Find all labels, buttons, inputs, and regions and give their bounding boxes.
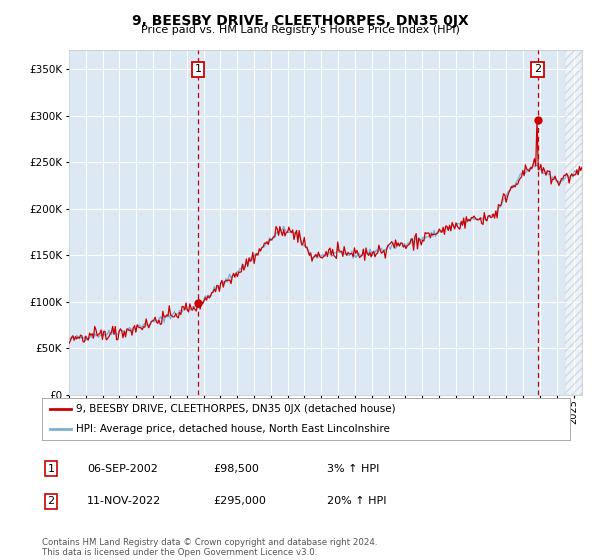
Text: 11-NOV-2022: 11-NOV-2022 [87,496,161,506]
Text: 9, BEESBY DRIVE, CLEETHORPES, DN35 0JX (detached house): 9, BEESBY DRIVE, CLEETHORPES, DN35 0JX (… [76,404,396,414]
Text: 20% ↑ HPI: 20% ↑ HPI [327,496,386,506]
Text: 3% ↑ HPI: 3% ↑ HPI [327,464,379,474]
Text: 1: 1 [194,64,202,74]
Text: 06-SEP-2002: 06-SEP-2002 [87,464,158,474]
Text: 2: 2 [534,64,541,74]
Text: Price paid vs. HM Land Registry's House Price Index (HPI): Price paid vs. HM Land Registry's House … [140,25,460,35]
Text: £98,500: £98,500 [213,464,259,474]
Text: HPI: Average price, detached house, North East Lincolnshire: HPI: Average price, detached house, Nort… [76,424,390,434]
Text: 2: 2 [47,496,55,506]
Text: 1: 1 [47,464,55,474]
Text: 9, BEESBY DRIVE, CLEETHORPES, DN35 0JX: 9, BEESBY DRIVE, CLEETHORPES, DN35 0JX [131,14,469,28]
Text: £295,000: £295,000 [213,496,266,506]
Text: Contains HM Land Registry data © Crown copyright and database right 2024.
This d: Contains HM Land Registry data © Crown c… [42,538,377,557]
Bar [565,50,582,395]
